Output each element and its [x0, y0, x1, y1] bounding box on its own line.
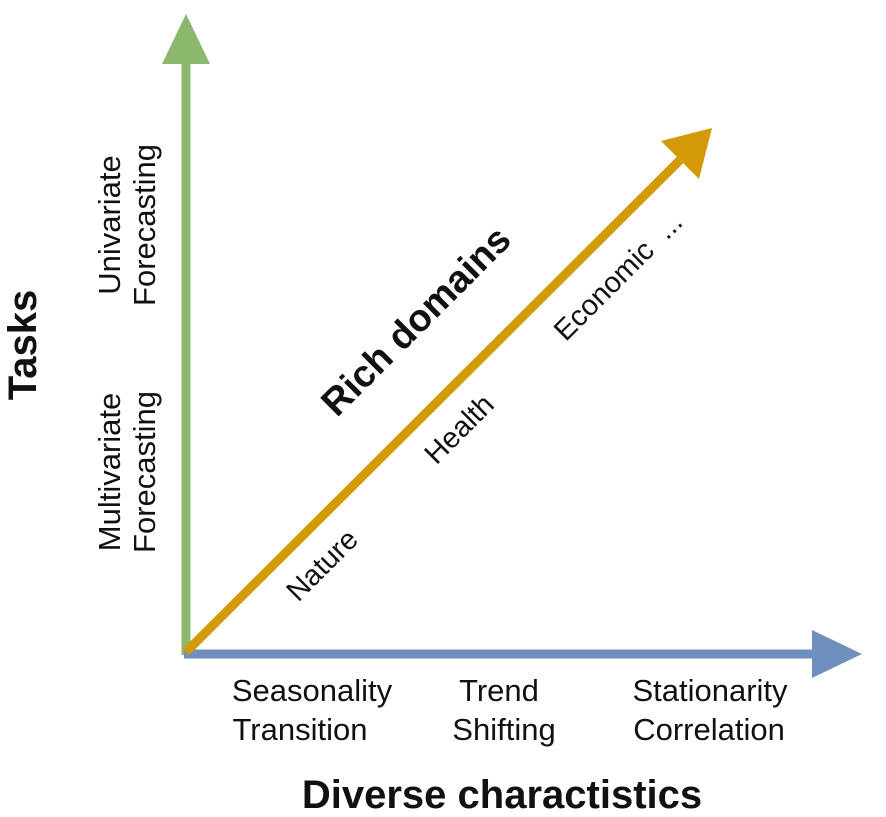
- x-item-line2: Transition: [233, 712, 368, 747]
- y-item-line2: Forecasting: [127, 144, 162, 306]
- x-item-line1: Seasonality: [232, 673, 393, 708]
- y-item-line2: Forecasting: [127, 391, 162, 553]
- x-item-line2: Shifting: [452, 712, 555, 747]
- x-item-line1: Stationarity: [632, 673, 788, 708]
- y-item-line1: Multivariate: [92, 393, 127, 552]
- x-item-line2: Correlation: [633, 712, 785, 747]
- x-axis-item: Trend Shifting: [452, 673, 555, 747]
- domain-label-nature: Nature: [281, 524, 365, 608]
- domain-label-health: Health: [419, 389, 501, 471]
- y-axis-title: Tasks: [1, 290, 45, 400]
- diagonal-axis-arrowhead: [661, 128, 712, 179]
- diagonal-axis-line: [182, 156, 684, 656]
- y-axis-arrowhead: [162, 14, 210, 64]
- y-axis-item: Univariate Forecasting: [92, 144, 162, 306]
- x-axis-title: Diverse charactistics: [302, 773, 702, 817]
- x-item-line1: Trend: [459, 673, 539, 708]
- x-axis-item: Stationarity Correlation: [632, 673, 788, 747]
- diagonal-title: Rich domains: [314, 219, 520, 425]
- x-axis-item: Seasonality Transition: [232, 673, 393, 747]
- y-axis-item: Multivariate Forecasting: [92, 391, 162, 553]
- y-item-line1: Univariate: [92, 155, 127, 295]
- x-axis-arrowhead: [812, 630, 862, 678]
